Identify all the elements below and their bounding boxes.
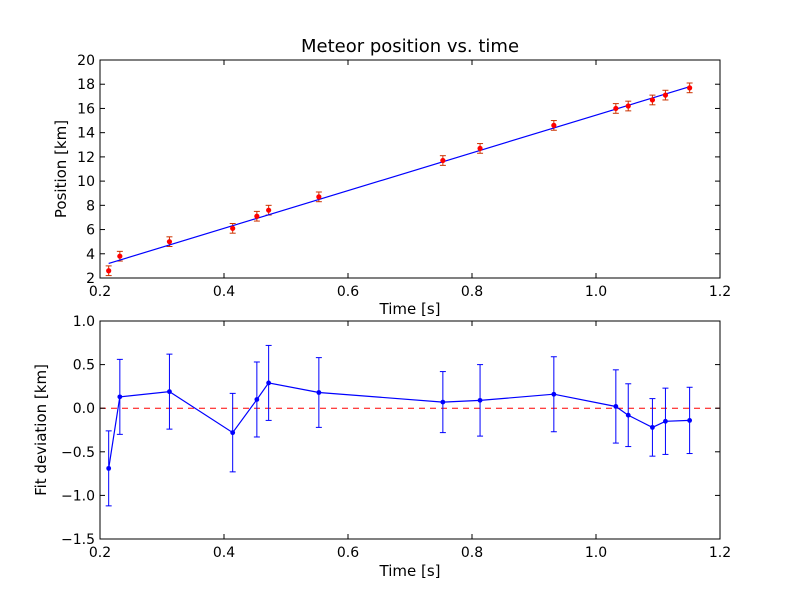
data-point [166, 239, 173, 245]
y-tick-label: 8 [86, 198, 95, 214]
x-tick-label: 0.4 [213, 284, 235, 300]
data-point [440, 399, 446, 405]
x-tick-label: 0.8 [461, 284, 483, 300]
x-axis-label: Time [s] [379, 562, 441, 580]
plot-frame [99, 320, 721, 540]
data-point [230, 430, 236, 436]
deviation-plot: 0.2 0.4 0.6 0.8 1.0 1.2 −1.5 −1.0 −0.5 0.0 0.5 1.0… [32, 314, 731, 580]
y-tick-label: 18 [77, 77, 95, 93]
y-ticks: −1.5 −1.0 −0.5 0.0 0.5 1.0 [61, 314, 720, 548]
data-point [662, 92, 669, 98]
x-tick-label: 1.2 [709, 545, 731, 561]
data-point [266, 380, 272, 386]
data-point [551, 122, 557, 128]
data-point [663, 418, 668, 424]
y-tick-label: −0.5 [61, 445, 95, 461]
y-tick-label: 0.5 [73, 358, 95, 374]
data-point [316, 390, 322, 395]
data-point [266, 207, 272, 213]
data-point [167, 389, 172, 395]
data-point [117, 394, 123, 400]
chart-title: Meteor position vs. time [301, 36, 519, 57]
data-point [649, 97, 656, 103]
data-point [687, 85, 693, 91]
fit-line [108, 86, 690, 265]
x-tick-label: 0.6 [337, 284, 359, 300]
position-marks [105, 82, 693, 277]
y-ticks: 2 4 6 8 10 12 14 16 18 20 [77, 53, 720, 287]
data-point [106, 268, 112, 274]
x-tick-label: 0.2 [89, 545, 111, 561]
y-tick-label: 4 [86, 247, 95, 263]
y-tick-label: 12 [77, 150, 95, 166]
y-tick-label: 0.0 [73, 401, 95, 417]
data-point [625, 412, 631, 418]
y-tick-label: 14 [77, 126, 95, 142]
data-point [117, 253, 123, 259]
y-tick-label: 20 [77, 53, 95, 69]
x-axis-label: Time [s] [379, 300, 441, 318]
x-tick-label: 0.2 [89, 284, 111, 300]
y-tick-label: 16 [77, 101, 95, 117]
data-point [687, 418, 693, 423]
data-point [477, 397, 483, 403]
data-point [551, 391, 557, 397]
data-point [316, 194, 322, 200]
data-point [650, 424, 655, 430]
plot-frame [99, 59, 721, 279]
x-tick-label: 1.0 [585, 284, 607, 300]
y-tick-label: 2 [86, 271, 95, 287]
position-plot: Meteor position vs. time 0.2 0.4 0.6 0.8 1.0… [52, 36, 731, 318]
data-point [440, 157, 446, 164]
x-ticks: 0.2 0.4 0.6 0.8 1.0 1.2 [89, 60, 731, 300]
x-tick-label: 1.0 [585, 545, 607, 561]
deviation-marks [100, 344, 720, 507]
y-axis-label: Fit deviation [km] [32, 364, 50, 496]
data-point [254, 213, 260, 219]
x-ticks: 0.2 0.4 0.6 0.8 1.0 1.2 [89, 321, 731, 561]
y-tick-label: −1.0 [61, 488, 95, 504]
y-tick-label: 1.0 [73, 314, 95, 330]
data-point [613, 404, 619, 409]
x-tick-label: 0.6 [337, 545, 359, 561]
x-tick-label: 1.2 [709, 284, 731, 300]
data-point [625, 103, 631, 109]
y-tick-label: −1.5 [61, 532, 95, 548]
x-tick-label: 0.4 [213, 545, 235, 561]
data-point [106, 465, 112, 471]
y-tick-label: 6 [86, 223, 95, 239]
x-tick-label: 0.8 [461, 545, 483, 561]
data-point [477, 145, 483, 152]
data-point [613, 105, 619, 112]
y-tick-label: 10 [77, 174, 95, 190]
y-axis-label: Position [km] [52, 120, 70, 218]
data-point [254, 397, 260, 402]
data-point [230, 225, 236, 231]
